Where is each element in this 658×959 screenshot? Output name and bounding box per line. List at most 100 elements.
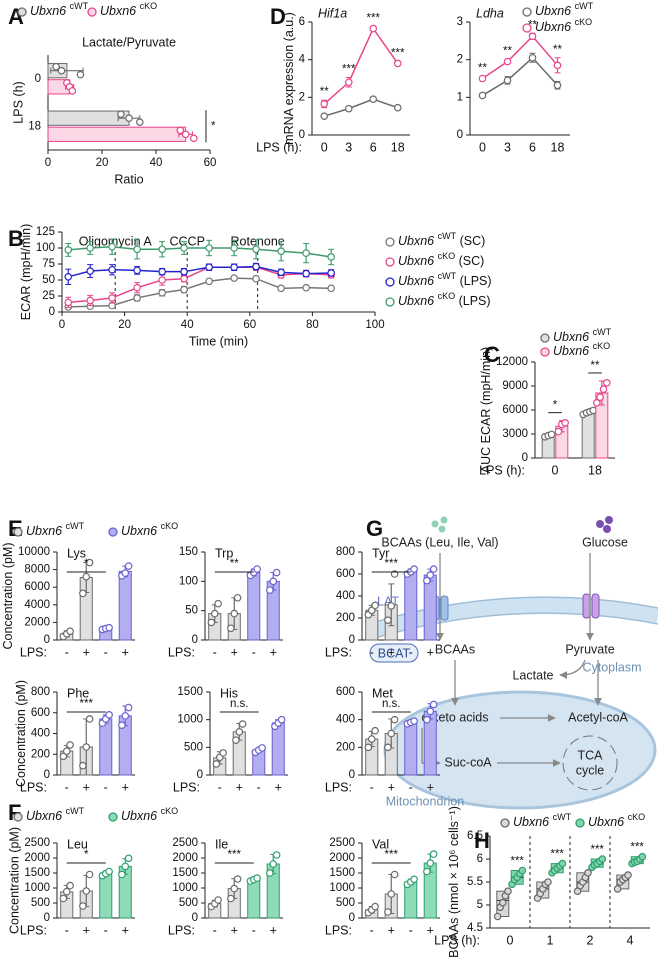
significance-label: ** [528, 19, 537, 31]
data-point [133, 245, 141, 254]
data-point [344, 104, 353, 113]
y-tick-label: 800 [336, 546, 355, 558]
data-point [205, 244, 213, 252]
significance-label: *** [630, 842, 644, 854]
data-point [390, 715, 399, 724]
y-tick-label: 200 [31, 748, 50, 760]
x-axis-label: LPS: [325, 645, 352, 659]
legend-marker [575, 818, 585, 828]
chart-title: Leu [67, 837, 88, 851]
series-line [68, 277, 332, 308]
data-point [503, 76, 512, 85]
y-tick-label: 500 [179, 897, 198, 909]
legend-label: Ubxn6 cWT (LPS) [398, 271, 492, 288]
data-point [638, 852, 647, 861]
data-point [230, 609, 239, 618]
data-point [272, 851, 281, 859]
legend-marker [522, 7, 532, 17]
y-tick-label: 100 [36, 242, 55, 254]
data-point [124, 854, 133, 863]
name-part: (LPS) [456, 274, 491, 288]
data-point [252, 274, 260, 283]
legend-label: Ubxn6 cWT [30, 1, 89, 18]
name-part: cKO [438, 251, 456, 261]
y-axis-label: Concentration (pM) [14, 680, 28, 787]
significance-label: ** [230, 558, 239, 570]
series-line [324, 98, 398, 117]
significance-label: * [84, 849, 89, 861]
x-tick-label: 3 [504, 140, 511, 154]
data-point [180, 274, 188, 283]
y-tick-label: 9000 [502, 380, 528, 392]
data-point [62, 747, 71, 755]
data-point [124, 703, 133, 712]
data-point [133, 294, 141, 302]
series-line [482, 56, 559, 97]
x-tick-label: 40 [150, 157, 163, 169]
y-tick-label: 100 [179, 575, 198, 587]
data-point [180, 267, 188, 276]
data-point [367, 735, 376, 743]
data-point [369, 24, 378, 33]
y-tick-label: 1500 [329, 867, 355, 879]
significance-label: *** [510, 856, 524, 868]
name-part: Ubxn6 [553, 344, 593, 358]
chart-title: Val [372, 837, 389, 851]
data-point [76, 70, 85, 79]
data-point [205, 263, 213, 272]
chart-title: Lactate/Pyruvate [82, 35, 176, 49]
data-point [387, 602, 396, 610]
bar [47, 110, 130, 126]
data-point [393, 103, 402, 112]
bar [404, 721, 418, 776]
data-point [158, 245, 166, 254]
data-point [371, 601, 379, 610]
name-part: Ubxn6 [535, 4, 575, 18]
y-tick-label: 600 [336, 686, 355, 698]
y-tick-label: 0 [349, 769, 355, 781]
data-point [118, 721, 126, 730]
y-tick-label: 2000 [172, 852, 198, 864]
data-point [219, 749, 227, 757]
data-point [429, 850, 438, 858]
x-tick-label: 60 [243, 319, 256, 331]
y-tick-label: 600 [31, 707, 50, 719]
x-tick-label: - [252, 923, 256, 937]
y-tick-label: 3000 [502, 428, 528, 440]
significance-label: *** [367, 13, 381, 25]
chart-title: Lys [67, 546, 86, 560]
data-point [596, 393, 604, 402]
data-point [277, 284, 285, 293]
diagram-label: Glucose [582, 535, 628, 549]
x-axis-label: Time (min) [189, 334, 248, 348]
data-point [553, 61, 562, 70]
bar [247, 879, 261, 919]
chart-title: Tyr [372, 546, 389, 560]
x-tick-label: - [104, 645, 108, 659]
significance-label: ** [478, 62, 487, 74]
data-point [66, 741, 74, 749]
y-tick-label: 600 [336, 568, 355, 580]
legend-marker [385, 277, 395, 287]
x-tick-label: + [83, 923, 90, 937]
data-point [117, 110, 125, 118]
legend-marker [500, 818, 510, 828]
name-part: Ubxn6 [100, 4, 140, 18]
x-tick-label: - [213, 923, 217, 937]
y-tick-label: 0 [349, 912, 355, 924]
data-point [176, 126, 185, 135]
x-axis-label: LPS (h): [479, 463, 525, 477]
x-tick-label: 100 [365, 319, 384, 331]
y-tick-label: 5 [477, 899, 483, 911]
data-point [410, 717, 418, 725]
data-point [410, 565, 418, 573]
data-point [66, 627, 74, 636]
diagram-label: Cytoplasm [582, 660, 641, 674]
legend-marker [17, 7, 27, 17]
data-point [108, 265, 116, 274]
name-part: cWT [438, 231, 457, 241]
y-tick-label: 1500 [172, 867, 198, 879]
y-tick-label: 1500 [24, 867, 50, 879]
name-part: (SC) [456, 234, 485, 248]
y-tick-label: 0 [192, 634, 198, 646]
